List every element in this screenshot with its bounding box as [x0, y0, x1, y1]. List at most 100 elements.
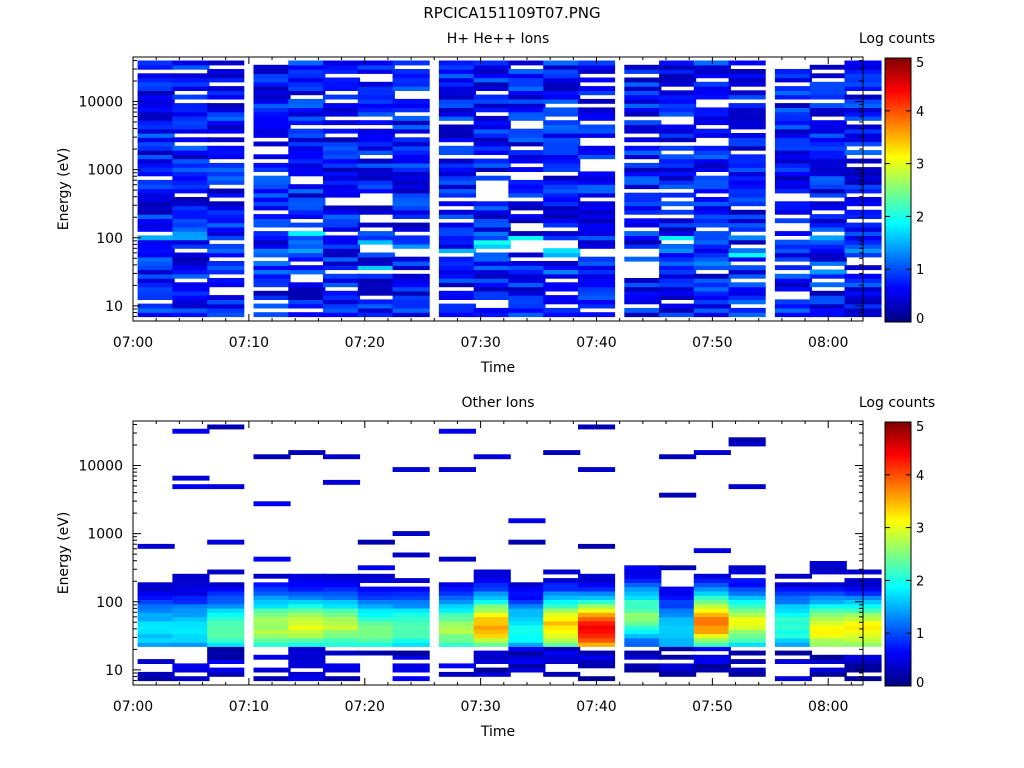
spectrogram-cell: [288, 616, 326, 622]
spectrogram-cell: [323, 642, 361, 647]
spectrogram-cell: [728, 312, 766, 318]
spectrogram-cell: [438, 111, 476, 117]
spectrogram-cell: [659, 167, 697, 172]
spectrogram-cell: [438, 60, 476, 66]
spectrogram-cell: [392, 239, 430, 245]
spectrogram-cell: [137, 261, 175, 266]
spectrogram-cell: [207, 103, 245, 108]
spectrogram-cells: [137, 424, 882, 682]
spectrogram-cell: [392, 625, 430, 630]
spectrogram-cell: [172, 299, 210, 305]
spectrogram-cell: [543, 282, 581, 288]
spectrogram-cell: [659, 231, 697, 236]
spectrogram-cell: [392, 607, 430, 613]
spectrogram-cell: [774, 312, 812, 318]
spectrogram-cell: [578, 128, 616, 134]
spectrogram-cell: [288, 60, 326, 66]
spectrogram-cell: [253, 312, 291, 318]
spectrogram-cell: [357, 145, 395, 151]
spectrogram-cell: [543, 231, 581, 236]
spectrogram-cell: [693, 616, 731, 622]
spectrogram-cell: [288, 659, 326, 664]
spectrogram-cell: [438, 307, 476, 313]
spectrogram-cell: [693, 659, 731, 664]
spectrogram-cell: [728, 73, 766, 79]
spectrogram-cell: [774, 90, 812, 96]
spectrogram-cell: [728, 171, 766, 177]
spectrogram-cell: [659, 128, 697, 134]
spectrogram-cell: [473, 209, 511, 215]
spectrogram-cell: [288, 69, 326, 74]
spectrogram-cell: [172, 77, 210, 83]
spectrogram-cell: [323, 625, 361, 630]
spectrogram-cell: [207, 484, 245, 490]
spectrogram-cell: [392, 60, 430, 66]
spectrogram-cell: [543, 107, 581, 113]
spectrogram-cell: [624, 625, 662, 630]
spectrogram-cell: [438, 582, 476, 588]
spectrogram-cell: [774, 69, 812, 74]
spectrogram-cell: [392, 120, 430, 126]
spectrogram-cell: [728, 124, 766, 130]
spectrogram-cell: [357, 158, 395, 164]
spectrogram-cell: [207, 642, 245, 647]
spectrogram-cell: [473, 205, 511, 211]
spectrogram-cell: [473, 659, 511, 664]
x-axis-label: Time: [480, 360, 515, 376]
spectrogram-cell: [172, 137, 210, 143]
spectrogram-cell: [578, 124, 616, 130]
spectrogram-cell: [357, 642, 395, 647]
spectrogram-cell: [357, 184, 395, 190]
spectrogram-cell: [172, 73, 210, 79]
x-tick-label: 08:00: [808, 699, 848, 715]
spectrogram-cell: [659, 171, 697, 177]
spectrogram-cell: [392, 654, 430, 660]
spectrogram-cell: [809, 124, 847, 130]
spectrogram-cell: [137, 77, 175, 83]
x-tick-label: 07:30: [460, 335, 500, 351]
spectrogram-cell: [578, 218, 616, 224]
spectrogram-cell: [543, 175, 581, 181]
spectrogram-cell: [659, 192, 697, 198]
spectrogram-cell: [473, 69, 511, 74]
spectrogram-cell: [172, 590, 210, 596]
spectrogram-cell: [624, 201, 662, 207]
spectrogram-cell: [172, 158, 210, 164]
spectrogram-cell: [392, 595, 430, 600]
spectrogram-cell: [728, 226, 766, 232]
spectrogram-cell: [392, 616, 430, 622]
spectrogram-cell: [624, 205, 662, 211]
spectrogram-cell: [357, 299, 395, 305]
spectrogram-cell: [253, 77, 291, 83]
spectrogram-cell: [578, 629, 616, 635]
spectrogram-cell: [543, 659, 581, 664]
spectrogram-cell: [473, 64, 511, 70]
spectrogram-cell: [578, 303, 616, 309]
spectrogram-cell: [207, 218, 245, 224]
spectrogram-cell: [253, 201, 291, 207]
spectrogram-cell: [728, 192, 766, 198]
spectrogram-cell: [624, 86, 662, 91]
spectrogram-cell: [508, 599, 546, 605]
spectrogram-cell: [543, 599, 581, 605]
spectrogram-cell: [172, 261, 210, 266]
spectrogram-cell: [357, 633, 395, 639]
spectrogram-cell: [774, 252, 812, 258]
spectrogram-cell: [392, 273, 430, 279]
spectrogram-cell: [323, 154, 361, 160]
spectrogram-cell: [543, 205, 581, 211]
spectrogram-cell: [809, 222, 847, 228]
spectrogram-cell: [392, 154, 430, 160]
spectrogram-cell: [693, 603, 731, 609]
spectrogram-cell: [438, 265, 476, 271]
spectrogram-cell: [693, 261, 731, 266]
spectrogram-cell: [473, 650, 511, 656]
spectrogram-cell: [693, 231, 731, 236]
spectrogram-cell: [624, 573, 662, 579]
spectrogram-cell: [323, 239, 361, 245]
spectrogram-cell: [323, 667, 361, 673]
spectrogram-cell: [392, 162, 430, 168]
spectrogram-cell: [774, 612, 812, 618]
spectrogram-cell: [253, 607, 291, 613]
spectrogram-cell: [137, 256, 175, 262]
